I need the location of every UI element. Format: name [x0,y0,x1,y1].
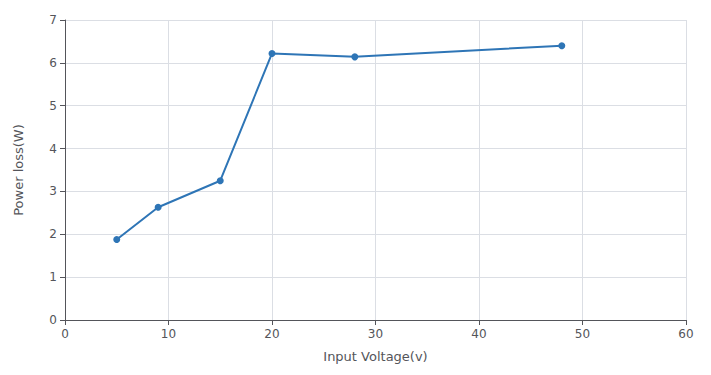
svg-text:60: 60 [678,327,693,341]
svg-text:0: 0 [49,313,57,327]
svg-text:4: 4 [49,142,57,156]
svg-text:3: 3 [49,184,57,198]
svg-text:1: 1 [49,270,57,284]
svg-text:5: 5 [49,99,57,113]
svg-text:2: 2 [49,227,57,241]
svg-text:7: 7 [49,13,57,27]
svg-text:40: 40 [471,327,486,341]
svg-text:6: 6 [49,56,57,70]
svg-text:0: 0 [61,327,69,341]
svg-text:10: 10 [161,327,176,341]
svg-text:50: 50 [575,327,590,341]
svg-text:20: 20 [264,327,279,341]
svg-text:Power loss(W): Power loss(W) [11,124,26,216]
svg-text:30: 30 [368,327,383,341]
svg-text:Input Voltage(v): Input Voltage(v) [323,349,427,364]
